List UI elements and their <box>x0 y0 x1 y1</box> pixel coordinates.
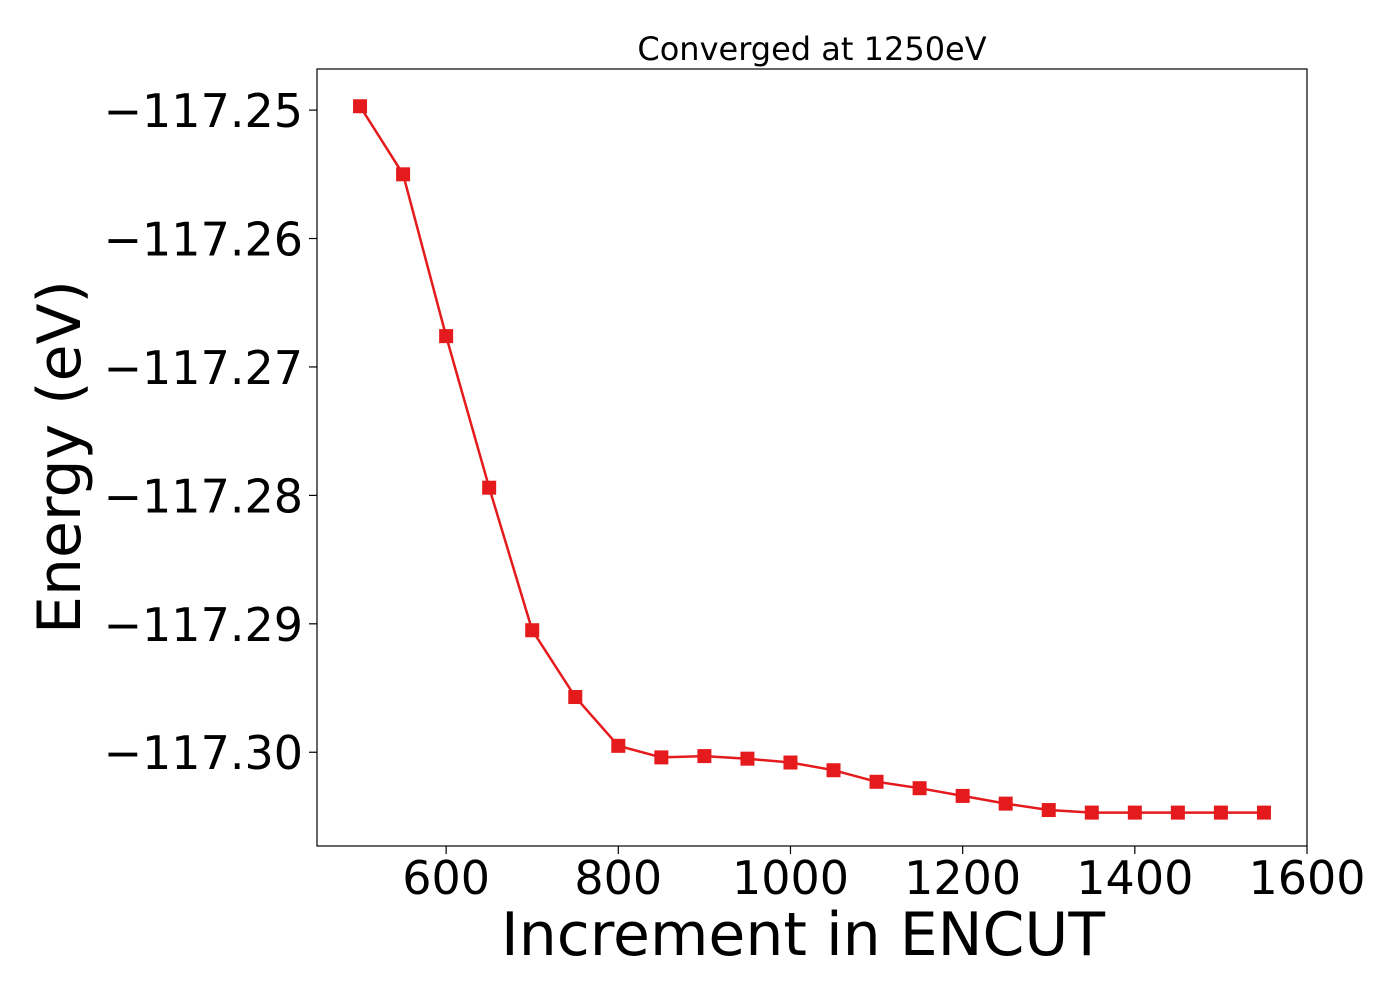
y-axis-label: Energy (eV) <box>25 280 95 634</box>
plot-area-frame <box>316 68 1308 847</box>
x-tick-label: 1400 <box>1076 851 1193 905</box>
series-layer <box>353 99 1271 820</box>
data-point <box>1170 805 1185 820</box>
data-point <box>1256 805 1271 820</box>
x-axis-label: Increment in ENCUT <box>501 900 1105 970</box>
data-point <box>525 623 540 638</box>
data-point <box>826 763 841 778</box>
x-tick-label: 800 <box>574 851 662 905</box>
y-axis: −117.25 −117.26 −117.27 −117.28 −117.29 −117.… <box>104 84 317 780</box>
y-tick-label: −117.26 <box>104 213 304 267</box>
data-point <box>439 329 454 344</box>
data-point <box>912 781 927 796</box>
data-point <box>568 690 583 705</box>
data-point <box>783 755 798 770</box>
data-point <box>697 749 712 764</box>
y-tick-label: −117.27 <box>104 341 304 395</box>
data-point <box>611 738 626 753</box>
x-axis: 600 800 1000 1200 1400 1600 <box>402 846 1366 905</box>
x-tick-label: 1600 <box>1248 851 1365 905</box>
data-point <box>482 480 497 495</box>
data-point <box>1127 805 1142 820</box>
data-point <box>740 751 755 766</box>
data-point <box>1041 803 1056 818</box>
x-tick-label: 1200 <box>904 851 1021 905</box>
data-point <box>869 774 884 789</box>
data-point <box>654 750 669 765</box>
chart-title: Converged at 1250eV <box>637 30 986 68</box>
data-point <box>1084 805 1099 820</box>
data-point <box>998 796 1013 811</box>
y-tick-label: −117.25 <box>104 84 304 138</box>
data-point <box>396 167 411 182</box>
y-tick-label: −117.30 <box>104 726 304 780</box>
y-tick-label: −117.28 <box>104 469 304 523</box>
x-tick-label: 600 <box>402 851 490 905</box>
data-point <box>353 99 368 114</box>
series-line <box>358 105 1264 814</box>
data-point <box>955 788 970 803</box>
y-tick-label: −117.29 <box>104 598 304 652</box>
x-tick-label: 1000 <box>732 851 849 905</box>
data-point <box>1213 805 1228 820</box>
